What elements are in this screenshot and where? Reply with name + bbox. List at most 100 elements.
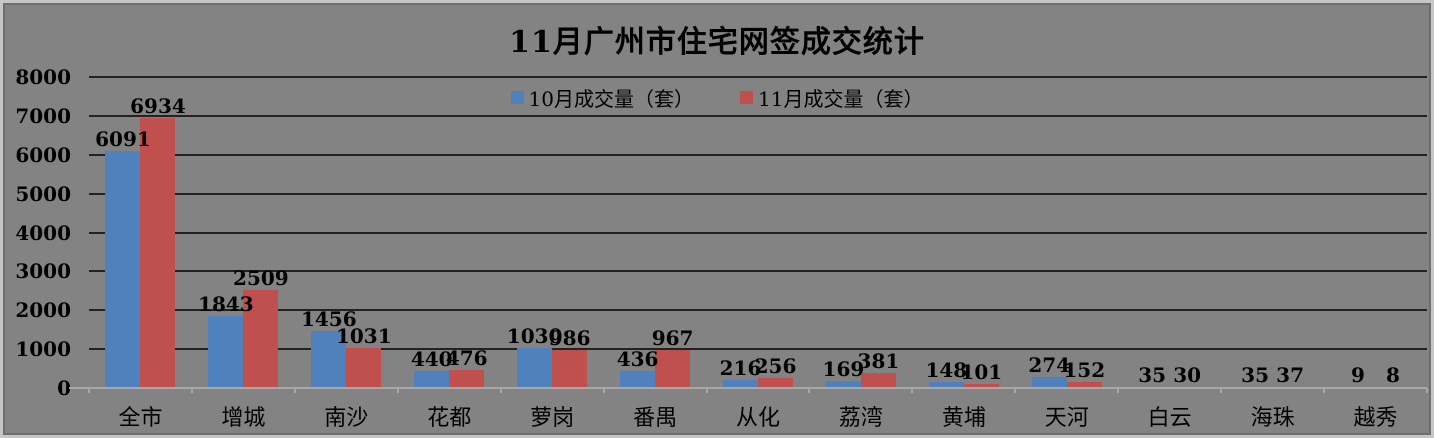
bar-value-label: 381: [857, 349, 900, 374]
x-axis-label: 全市: [118, 406, 163, 431]
legend: 10月成交量（套） 11月成交量（套）: [5, 83, 1429, 112]
bar-value-label: 256: [754, 354, 797, 379]
bar-series0-cat1: [208, 316, 244, 388]
bar-value-label: 2509: [233, 266, 289, 291]
bar-value-label: 986: [548, 325, 591, 350]
x-axis-tick: [1323, 388, 1326, 393]
gridline-1000: [89, 348, 1427, 351]
x-axis-tick: [1220, 388, 1223, 393]
gridline-5000: [89, 192, 1427, 195]
plot-area: 6091 6934 全市 1843 2509 增城 1456 1031 南沙 440 476 花都 10…: [69, 76, 1428, 432]
y-axis-label: 6000: [15, 142, 71, 167]
x-axis-tick: [190, 388, 193, 393]
bar-value-label: 967: [651, 326, 694, 351]
x-axis-label: 从化: [735, 406, 780, 431]
gridline-6000: [89, 153, 1427, 156]
legend-item-october: 10月成交量（套）: [510, 83, 694, 112]
bar-value-label: 440: [410, 346, 453, 371]
bar-value-label: 1456: [300, 307, 357, 332]
bar-series1-cat4: [552, 349, 588, 388]
y-axis-label: 5000: [15, 181, 71, 206]
y-axis-label: 7000: [15, 103, 71, 128]
x-axis-tick: [88, 388, 90, 393]
y-axis-label: 3000: [15, 259, 71, 284]
category-11: 35 37 海珠: [1221, 77, 1324, 431]
bar-value-label: 30: [1173, 362, 1202, 387]
legend-item-november: 11月成交量（套）: [740, 83, 923, 112]
bar-series0-cat0: [105, 151, 141, 388]
category-10: 35 30 白云: [1118, 77, 1221, 431]
bar-value-label: 169: [822, 357, 865, 382]
y-axis-label: 0: [57, 376, 71, 400]
category-4: 1030 986 萝岗: [501, 77, 604, 431]
x-axis-line: [69, 387, 1427, 389]
x-axis-label: 黄埔: [941, 406, 986, 431]
x-axis-label: 荔湾: [838, 406, 883, 431]
bar-series1-cat9: [1066, 382, 1102, 388]
x-axis-tick: [396, 388, 399, 393]
bar-series1-cat1: [243, 290, 279, 388]
bar-series1-cat5: [655, 350, 691, 388]
bar-value-label: 216: [719, 355, 762, 380]
bar-value-label: 35: [1241, 362, 1270, 387]
bar-series1-cat0: [140, 118, 176, 388]
category-9: 274 152 天河: [1015, 77, 1118, 431]
bar-value-label: 436: [616, 347, 659, 372]
x-axis-tick: [705, 388, 708, 393]
gridline-8000: [89, 76, 1427, 78]
bar-value-label: 152: [1063, 358, 1106, 383]
category-6: 216 256 从化: [707, 77, 810, 431]
chart-title: 11月广州市住宅网签成交统计: [509, 25, 925, 60]
bar-series1-cat6: [757, 378, 793, 388]
bar-value-label: 148: [925, 358, 968, 383]
y-axis-label: 8000: [15, 65, 71, 89]
bar-series0-cat3: [414, 370, 450, 388]
bar-series0-cat8: [928, 382, 964, 388]
category-0: 6091 6934 全市: [89, 77, 192, 431]
category-12: 9 8 越秀: [1324, 77, 1427, 431]
x-axis-tick: [1426, 388, 1428, 393]
x-axis-tick: [293, 388, 296, 393]
category-8: 148 101 黄埔: [912, 77, 1015, 431]
bar-value-label: 1031: [335, 323, 392, 348]
y-axis-label: 1000: [15, 337, 71, 362]
bar-series1-cat7: [860, 373, 896, 388]
bar-value-label: 9: [1351, 362, 1365, 387]
y-axis: 0 1000 2000 3000 4000 5000 6000 7000 8000: [5, 5, 71, 433]
x-axis-label: 萝岗: [530, 406, 575, 431]
bar-series0-cat9: [1031, 377, 1067, 388]
legend-label-october: 10月成交量（套）: [528, 87, 694, 111]
category-1: 1843 2509 增城: [192, 77, 295, 431]
bar-series0-cat7: [825, 381, 861, 388]
x-axis-label: 花都: [427, 406, 472, 431]
chart-area: 11月广州市住宅网签成交统计 10月成交量（套） 11月成交量（套） 0 1000…: [3, 3, 1431, 435]
x-axis-label: 白云: [1147, 406, 1192, 431]
x-axis-label: 越秀: [1353, 406, 1398, 431]
x-axis-tick: [911, 388, 914, 393]
bar-value-label: 35: [1138, 362, 1167, 387]
x-axis-label: 天河: [1044, 406, 1089, 431]
bar-value-label: 8: [1386, 362, 1400, 387]
bar-value-label: 6934: [130, 94, 186, 119]
x-axis-label: 番禺: [633, 406, 678, 431]
x-axis-tick: [1014, 388, 1017, 393]
legend-label-november: 11月成交量（套）: [758, 87, 924, 111]
gridline-2000: [89, 309, 1427, 312]
bar-value-label: 6091: [95, 127, 151, 152]
bar-series0-cat2: [311, 331, 347, 388]
x-axis-tick: [1117, 388, 1120, 393]
bar-value-label: 1843: [198, 292, 254, 317]
x-axis-tick: [808, 388, 811, 393]
category-3: 440 476 花都: [398, 77, 501, 432]
legend-swatch-blue-icon: [510, 91, 524, 104]
bar-series0-cat5: [620, 371, 656, 388]
x-axis-tick: [602, 388, 605, 393]
y-axis-label: 2000: [15, 298, 71, 323]
legend-swatch-red-icon: [740, 91, 753, 104]
x-axis-tick: [499, 388, 502, 393]
gridline-7000: [89, 114, 1427, 117]
category-7: 169 381 荔湾: [809, 77, 912, 431]
x-axis-label: 南沙: [324, 406, 369, 431]
gridline-4000: [89, 231, 1427, 234]
bar-value-label: 274: [1028, 353, 1071, 378]
